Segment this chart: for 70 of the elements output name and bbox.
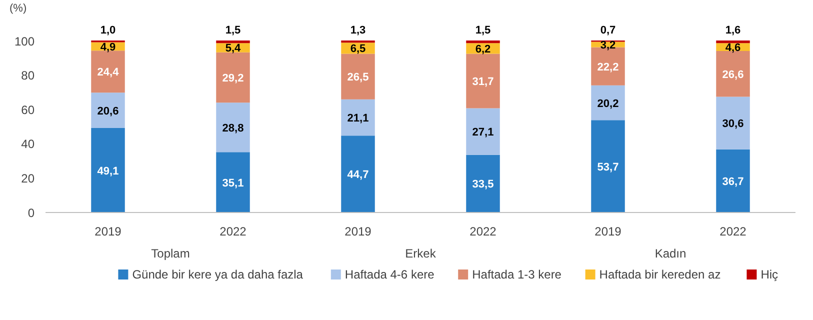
data-label: 6,5 — [350, 43, 366, 56]
data-label: 4,9 — [100, 41, 116, 54]
text: Erkek — [405, 246, 437, 260]
data-label: 3,2 — [600, 39, 616, 52]
legend-label: Günde bir kere ya da daha fazla — [132, 268, 304, 282]
bar — [216, 152, 250, 212]
bar — [466, 54, 500, 108]
y-tick-label: 40 — [21, 137, 35, 152]
y-tick-label: 0 — [28, 206, 35, 220]
bar — [466, 154, 500, 212]
x-tick-label: 2019 — [344, 224, 372, 238]
data-label: 1,5 — [225, 24, 241, 36]
data-label: 53,7 — [597, 161, 619, 174]
text: Kadın — [654, 246, 686, 260]
data-label: 26,6 — [722, 68, 744, 81]
data-label: 24,4 — [97, 66, 120, 79]
bar — [716, 149, 750, 212]
data-label: 28,8 — [222, 122, 244, 134]
data-label: 6,2 — [475, 43, 491, 56]
data-label: 0,7 — [600, 24, 616, 36]
data-label: 20,2 — [597, 98, 619, 110]
data-label: 44,7 — [347, 169, 369, 182]
data-label: 29,2 — [222, 72, 244, 84]
legend-label: Haftada 1-3 kere — [472, 268, 562, 282]
y-tick-label: 80 — [21, 68, 35, 82]
x-tick-label: 2019 — [594, 224, 622, 238]
data-label: 26,5 — [347, 72, 369, 84]
data-label: 33,5 — [472, 178, 494, 191]
legend-label: Haftada 4-6 kere — [344, 268, 435, 282]
bar — [216, 102, 250, 152]
data-label: 5,4 — [225, 42, 242, 55]
x-tick-label: 2019 — [94, 224, 122, 238]
y-tick-label: 60 — [21, 102, 35, 117]
data-label: 1,0 — [100, 24, 116, 36]
data-label: 49,1 — [97, 165, 119, 178]
data-label: 36,7 — [722, 176, 744, 188]
data-label: 35,1 — [222, 177, 244, 190]
data-label: 1,5 — [475, 24, 491, 36]
data-label: 31,7 — [472, 76, 494, 88]
bar — [91, 50, 125, 93]
data-label: 21,1 — [347, 112, 369, 124]
data-label: 22,2 — [597, 61, 619, 74]
bar — [466, 40, 500, 44]
bar — [216, 52, 250, 103]
y-tick-label: 100 — [14, 34, 35, 48]
bar — [466, 108, 500, 155]
bar — [591, 85, 625, 120]
data-label: 4,6 — [725, 42, 741, 54]
data-label: 20,6 — [97, 105, 119, 118]
y-tick-label: 20 — [21, 172, 35, 186]
x-tick-label: 2022 — [720, 224, 747, 238]
bar — [341, 99, 375, 136]
bar — [91, 128, 125, 212]
data-label: 1,3 — [350, 24, 366, 36]
y-axis-title: (%) — [10, 2, 27, 14]
bar — [341, 54, 375, 100]
bar — [341, 136, 375, 212]
legend-label: Hiç — [760, 268, 778, 282]
x-tick-label: 2022 — [470, 224, 497, 238]
bar — [591, 120, 625, 212]
bar — [716, 40, 750, 44]
data-label: 27,1 — [472, 126, 494, 139]
bar — [91, 92, 125, 128]
text: Toplam — [151, 246, 190, 260]
x-tick-label: 2022 — [220, 224, 247, 238]
bar — [716, 96, 750, 150]
legend-label: Haftada bir kereden az — [599, 268, 721, 282]
data-label: 30,6 — [722, 118, 744, 130]
data-label: 1,6 — [725, 24, 741, 36]
bar — [216, 40, 250, 44]
